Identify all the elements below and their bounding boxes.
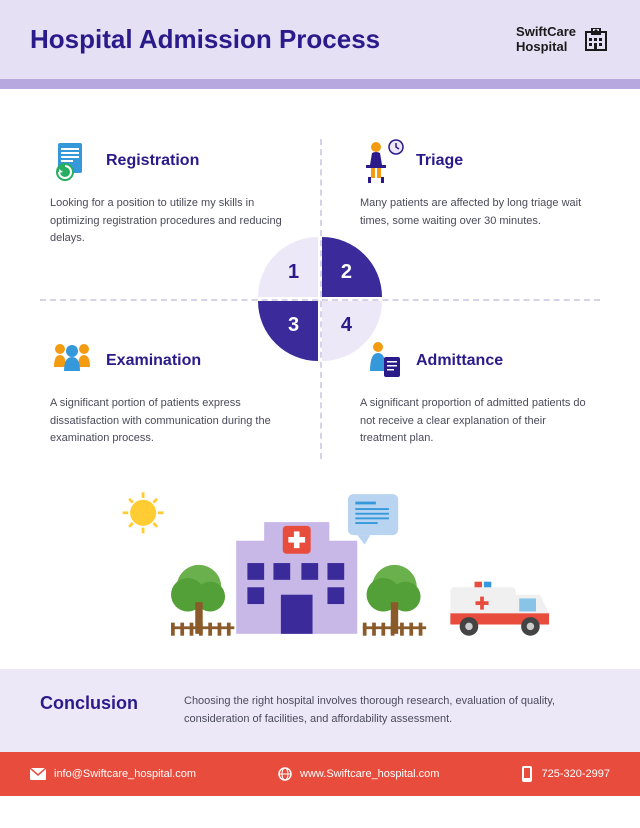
process-quadrants: Registration Looking for a position to u… bbox=[30, 129, 610, 469]
pie-number-4: 4 bbox=[341, 314, 352, 337]
footer-email: info@Swiftcare_hospital.com bbox=[30, 768, 196, 780]
people-group-icon bbox=[50, 339, 94, 383]
conclusion-body: Choosing the right hospital involves tho… bbox=[184, 693, 600, 728]
pie-number-3: 3 bbox=[288, 314, 299, 337]
hospital-logo: SwiftCare Hospital bbox=[516, 25, 610, 54]
phone-icon bbox=[521, 766, 533, 782]
conclusion-section: Conclusion Choosing the right hospital i… bbox=[0, 669, 640, 752]
pie-number-2: 2 bbox=[341, 261, 352, 284]
logo-text: SwiftCare Hospital bbox=[516, 25, 576, 54]
footer: info@Swiftcare_hospital.com www.Swiftcar… bbox=[0, 752, 640, 796]
pie-number-1: 1 bbox=[288, 261, 299, 284]
main-content: Registration Looking for a position to u… bbox=[0, 89, 640, 669]
footer-phone: 725-320-2997 bbox=[521, 766, 610, 782]
scene-svg bbox=[50, 479, 590, 649]
conclusion-title: Conclusion bbox=[40, 693, 160, 714]
mail-icon bbox=[30, 768, 46, 780]
footer-website: www.Swiftcare_hospital.com bbox=[278, 767, 439, 781]
hospital-scene-illustration bbox=[50, 479, 590, 649]
globe-icon bbox=[278, 767, 292, 781]
person-waiting-icon bbox=[360, 139, 404, 183]
quad-title-admittance: Admittance bbox=[416, 352, 503, 370]
hospital-building-icon bbox=[582, 28, 610, 52]
quad-body-admittance: A significant proportion of admitted pat… bbox=[340, 395, 590, 448]
quad-title-triage: Triage bbox=[416, 152, 463, 170]
clipboard-refresh-icon bbox=[50, 139, 94, 183]
pie-slice-4 bbox=[322, 301, 382, 361]
page-title: Hospital Admission Process bbox=[30, 24, 380, 55]
quad-body-examination: A significant portion of patients expres… bbox=[50, 395, 300, 448]
pie-slice-2 bbox=[322, 237, 382, 297]
quad-title-examination: Examination bbox=[106, 352, 201, 370]
quad-title-registration: Registration bbox=[106, 152, 199, 170]
center-pie: 1 2 3 4 bbox=[258, 237, 382, 361]
quad-body-triage: Many patients are affected by long triag… bbox=[340, 195, 590, 230]
header-strip bbox=[0, 79, 640, 89]
header: Hospital Admission Process SwiftCare Hos… bbox=[0, 0, 640, 79]
